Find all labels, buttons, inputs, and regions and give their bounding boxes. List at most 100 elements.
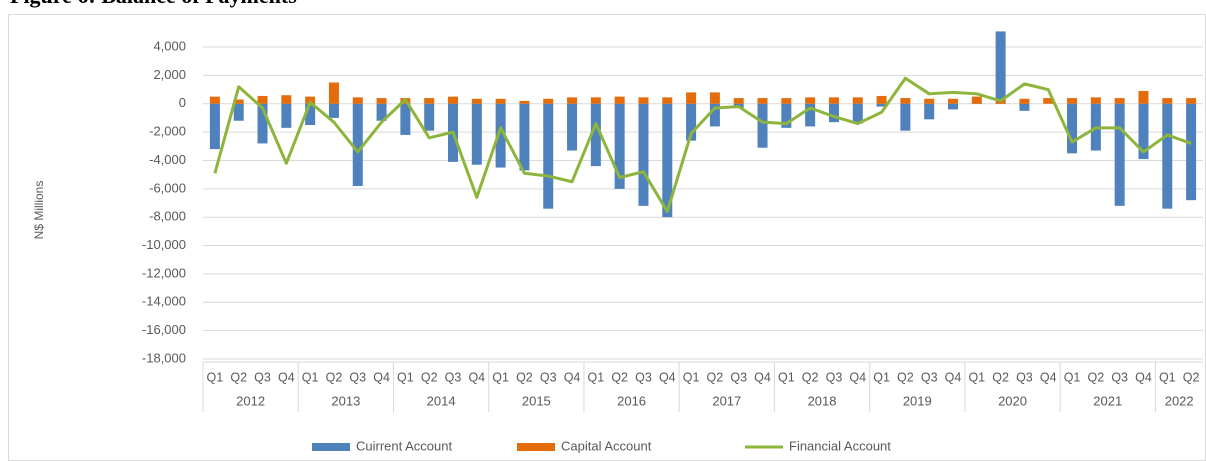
x-tick-label: Q2 bbox=[802, 370, 819, 384]
y-tick-label: -4,000 bbox=[149, 152, 186, 167]
bar bbox=[900, 98, 911, 104]
x-tick-label: Q3 bbox=[540, 370, 557, 384]
bar bbox=[828, 97, 839, 104]
bar bbox=[614, 96, 625, 104]
y-tick-label: -2,000 bbox=[149, 124, 186, 139]
x-tick-label: Q2 bbox=[421, 370, 438, 384]
y-tick-label: -10,000 bbox=[142, 237, 186, 252]
bar bbox=[781, 103, 792, 128]
year-label: 2018 bbox=[808, 393, 837, 408]
bar bbox=[448, 96, 458, 104]
y-tick-label: 0 bbox=[179, 95, 186, 110]
bar bbox=[233, 99, 244, 104]
x-tick-label: Q2 bbox=[1183, 370, 1200, 384]
bar bbox=[1043, 98, 1054, 104]
bar bbox=[757, 98, 768, 104]
bar bbox=[305, 103, 316, 126]
x-tick-label: Q4 bbox=[373, 370, 390, 384]
x-tick-label: Q1 bbox=[778, 370, 795, 384]
x-tick-label: Q4 bbox=[278, 370, 295, 384]
line bbox=[213, 76, 1192, 214]
bar bbox=[1067, 98, 1078, 104]
x-tick-label: Q2 bbox=[897, 370, 914, 384]
x-tick-label: Q2 bbox=[516, 370, 533, 384]
bar bbox=[352, 97, 363, 104]
bar bbox=[495, 103, 506, 168]
x-tick-label: Q3 bbox=[349, 370, 366, 384]
x-tick-label: Q4 bbox=[945, 370, 962, 384]
bar bbox=[662, 103, 673, 218]
bar bbox=[995, 31, 1006, 104]
bar bbox=[400, 103, 411, 135]
bar bbox=[638, 97, 649, 104]
year-label: 2012 bbox=[236, 393, 265, 408]
y-tick-label: -12,000 bbox=[142, 265, 186, 280]
x-tick-label: Q2 bbox=[611, 370, 628, 384]
bar bbox=[257, 103, 268, 144]
bar bbox=[805, 103, 816, 127]
bar bbox=[709, 92, 720, 104]
bar bbox=[900, 103, 911, 131]
year-label: 2019 bbox=[903, 393, 932, 408]
bar bbox=[781, 98, 792, 104]
bar bbox=[543, 98, 554, 104]
y-axis-label: N$ Millions bbox=[32, 181, 46, 240]
bar bbox=[924, 98, 935, 104]
bar bbox=[519, 100, 530, 104]
bar bbox=[281, 95, 292, 104]
x-tick-label: Q3 bbox=[826, 370, 843, 384]
x-tick-label: Q2 bbox=[992, 370, 1009, 384]
x-tick-label: Q3 bbox=[1111, 370, 1128, 384]
bar bbox=[424, 103, 435, 131]
bar bbox=[376, 98, 387, 104]
bar bbox=[1019, 98, 1030, 104]
bar bbox=[1162, 98, 1173, 104]
bar bbox=[519, 103, 530, 171]
bar bbox=[828, 103, 839, 123]
bar bbox=[1114, 98, 1125, 104]
x-tick-label: Q1 bbox=[1159, 370, 1176, 384]
year-label: 2022 bbox=[1165, 393, 1194, 408]
bar bbox=[876, 103, 887, 107]
year-label: 2021 bbox=[1093, 393, 1122, 408]
bar bbox=[567, 97, 578, 104]
x-tick-label: Q3 bbox=[1016, 370, 1033, 384]
x-tick-label: Q4 bbox=[468, 370, 485, 384]
bar bbox=[1186, 98, 1197, 104]
bar bbox=[852, 103, 863, 124]
bar bbox=[1138, 90, 1149, 104]
x-tick-label: Q2 bbox=[1088, 370, 1105, 384]
bar bbox=[543, 103, 554, 209]
x-tick-label: Q1 bbox=[207, 370, 224, 384]
legend-label: Capital Account bbox=[561, 438, 652, 453]
x-tick-label: Q1 bbox=[873, 370, 890, 384]
bar bbox=[686, 103, 697, 141]
bar bbox=[424, 98, 435, 104]
x-tick-label: Q2 bbox=[326, 370, 343, 384]
x-tick-label: Q1 bbox=[1064, 370, 1081, 384]
bar bbox=[709, 103, 720, 127]
x-tick-label: Q1 bbox=[397, 370, 414, 384]
x-tick-label: Q3 bbox=[445, 370, 462, 384]
bar bbox=[305, 96, 316, 104]
bar bbox=[733, 98, 744, 104]
bar bbox=[614, 103, 625, 189]
bar bbox=[1019, 103, 1030, 111]
x-tick-label: Q4 bbox=[754, 370, 771, 384]
bar bbox=[328, 103, 339, 118]
bar bbox=[805, 97, 816, 104]
bar bbox=[567, 103, 578, 151]
bar bbox=[209, 103, 220, 150]
bar bbox=[876, 95, 887, 104]
x-tick-label: Q1 bbox=[588, 370, 605, 384]
bar bbox=[686, 92, 697, 104]
x-tick-label: Q1 bbox=[683, 370, 700, 384]
y-tick-label: -8,000 bbox=[149, 209, 186, 224]
year-label: 2020 bbox=[998, 393, 1027, 408]
bar bbox=[948, 98, 958, 104]
x-tick-label: Q4 bbox=[564, 370, 581, 384]
year-label: 2016 bbox=[617, 393, 646, 408]
legend-label: Financial Account bbox=[789, 438, 891, 453]
bar bbox=[471, 98, 482, 104]
